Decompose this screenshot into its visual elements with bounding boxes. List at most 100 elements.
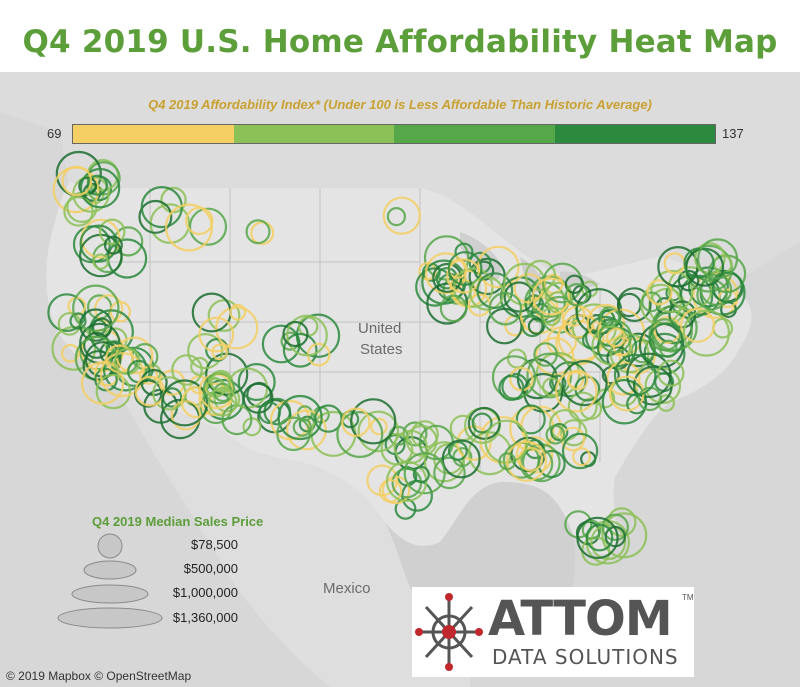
market-circle-22[interactable] (79, 224, 118, 263)
market-circle-137[interactable] (386, 207, 406, 227)
market-circle-252[interactable] (696, 278, 728, 311)
market-circle-333[interactable] (471, 412, 493, 434)
market-circle-110[interactable] (292, 417, 312, 437)
market-circle-299[interactable] (545, 424, 566, 445)
market-circle-244[interactable] (641, 291, 662, 313)
market-circle-350[interactable] (350, 398, 397, 445)
market-circle-70[interactable] (213, 385, 241, 413)
market-circle-181[interactable] (488, 291, 523, 326)
market-circle-84[interactable] (161, 379, 209, 427)
market-circle-349[interactable] (336, 411, 384, 459)
market-circle-61[interactable] (80, 361, 125, 405)
market-circle-310[interactable] (601, 513, 630, 541)
market-circle-140[interactable] (423, 235, 470, 281)
market-circle-340[interactable] (403, 452, 446, 495)
market-circle-202[interactable] (565, 282, 589, 307)
market-circle-302[interactable] (601, 512, 648, 559)
market-circle-169[interactable] (476, 272, 514, 310)
market-circle-273[interactable] (491, 355, 537, 400)
market-circle-283[interactable] (606, 361, 641, 396)
market-circle-23[interactable] (92, 253, 109, 270)
market-circle-287[interactable] (555, 370, 598, 413)
market-circle-158[interactable] (439, 294, 468, 323)
market-circle-320[interactable] (410, 420, 439, 449)
market-circle-325[interactable] (405, 424, 438, 457)
market-circle-118[interactable] (198, 316, 235, 353)
market-circle-109[interactable] (276, 416, 311, 452)
market-circle-322[interactable] (433, 456, 466, 490)
market-circle-130[interactable] (140, 186, 183, 229)
market-circle-300[interactable] (515, 404, 546, 435)
market-circle-358[interactable] (506, 440, 548, 482)
market-circle-46[interactable] (72, 284, 120, 332)
market-circle-200[interactable] (564, 274, 585, 294)
market-circle-10[interactable] (86, 174, 109, 196)
market-circle-175[interactable] (513, 273, 544, 304)
market-circle-295[interactable] (550, 423, 569, 442)
market-circle-265[interactable] (535, 336, 575, 376)
market-circle-75[interactable] (170, 400, 202, 431)
market-circle-312[interactable] (604, 525, 627, 548)
market-circle-341[interactable] (366, 464, 399, 497)
market-circle-351[interactable] (341, 407, 371, 437)
market-circle-248[interactable] (648, 322, 684, 358)
market-circle-93[interactable] (210, 371, 232, 393)
market-circle-38[interactable] (61, 343, 80, 363)
market-circle-198[interactable] (531, 277, 571, 316)
market-circle-332[interactable] (441, 439, 481, 479)
market-circle-184[interactable] (544, 281, 573, 310)
market-circle-79[interactable] (171, 354, 203, 386)
market-circle-39[interactable] (69, 312, 87, 330)
market-circle-260[interactable] (712, 271, 744, 304)
market-circle-54[interactable] (95, 373, 132, 410)
market-circle-309[interactable] (590, 524, 627, 561)
market-circle-166[interactable] (521, 314, 544, 338)
market-circle-133[interactable] (185, 206, 214, 236)
market-circle-259[interactable] (683, 247, 715, 279)
market-circle-135[interactable] (245, 219, 271, 245)
market-circle-272[interactable] (542, 377, 562, 398)
market-circle-326[interactable] (452, 447, 473, 468)
market-circle-123[interactable] (282, 332, 318, 368)
market-circle-114[interactable] (215, 306, 259, 350)
market-circle-111[interactable] (207, 299, 241, 333)
market-circle-21[interactable] (98, 218, 126, 246)
market-circle-24[interactable] (103, 235, 123, 255)
market-circle-99[interactable] (207, 386, 238, 417)
market-circle-271[interactable] (509, 366, 534, 392)
market-circle-225[interactable] (616, 287, 652, 323)
market-circle-285[interactable] (561, 360, 608, 407)
market-circle-269[interactable] (526, 352, 573, 399)
market-circle-274[interactable] (498, 374, 525, 401)
market-circle-334[interactable] (467, 406, 501, 440)
market-circle-368[interactable] (613, 353, 657, 397)
market-circle-125[interactable] (286, 314, 328, 357)
market-circle-121[interactable] (295, 313, 341, 358)
market-circle-347[interactable] (370, 417, 388, 436)
market-circle-107[interactable] (277, 394, 323, 441)
market-circle-255[interactable] (699, 273, 733, 306)
market-circle-14[interactable] (61, 165, 93, 197)
market-circle-13[interactable] (79, 167, 121, 209)
market-circle-223[interactable] (598, 319, 633, 354)
market-circle-369[interactable] (657, 359, 685, 387)
market-circle-345[interactable] (412, 465, 430, 484)
market-circle-294[interactable] (560, 419, 588, 447)
map-credits[interactable]: © 2019 Mapbox © OpenStreetMap (6, 669, 192, 683)
market-circle-246[interactable] (646, 279, 673, 306)
market-circle-313[interactable] (585, 523, 614, 552)
market-circle-129[interactable] (138, 199, 173, 234)
market-circle-161[interactable] (447, 251, 483, 286)
market-circle-291[interactable] (509, 406, 555, 452)
market-circle-241[interactable] (677, 269, 700, 292)
market-circle-182[interactable] (542, 262, 583, 304)
market-circle-126[interactable] (282, 320, 309, 348)
market-circle-136[interactable] (382, 196, 421, 235)
market-circle-53[interactable] (94, 367, 118, 392)
market-circle-296[interactable] (560, 426, 586, 452)
market-circle-9[interactable] (63, 196, 94, 227)
market-circle-267[interactable] (506, 348, 527, 369)
market-circle-348[interactable] (357, 410, 400, 453)
market-circle-105[interactable] (286, 409, 327, 451)
market-circle-98[interactable] (242, 382, 274, 414)
